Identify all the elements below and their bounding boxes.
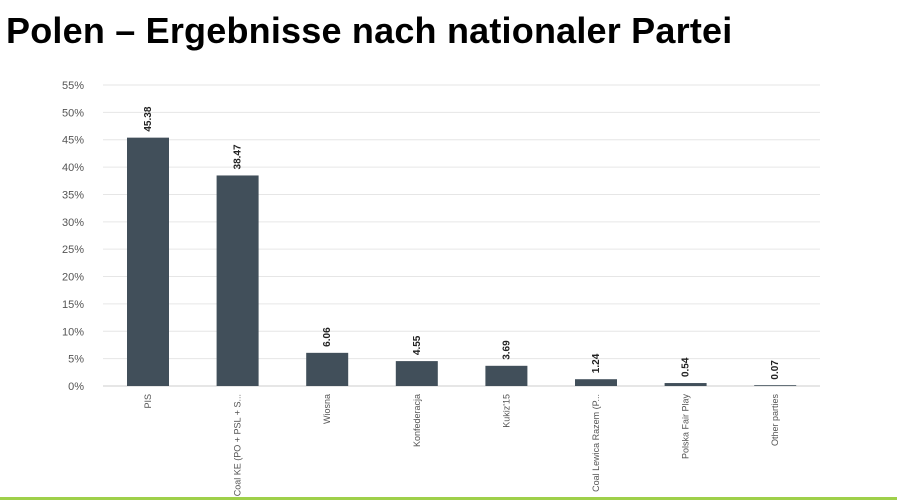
gridlines xyxy=(103,84,820,387)
y-tick-label: 20% xyxy=(62,272,84,284)
category-labels: PIS Coal KE (PO + PSL + S... Wiosna Konfede… xyxy=(143,394,780,497)
data-label: 3.69 xyxy=(501,340,512,360)
y-tick-label: 55% xyxy=(62,80,84,92)
bar xyxy=(395,361,438,386)
y-tick-label: 15% xyxy=(62,299,84,311)
bar xyxy=(127,137,169,386)
bar xyxy=(485,365,528,386)
y-axis-ticks: 0% 5% 10% 15% 20% 25% 30% 35% 40% 45% 50% 55% xyxy=(62,80,84,393)
data-labels: 45.38 38.47 6.06 4.55 3.69 1.24 0.54 0.07 xyxy=(143,106,781,379)
category-label: Coal Lewica Razem (P... xyxy=(591,394,601,492)
data-label: 4.55 xyxy=(412,335,423,355)
data-label: 38.47 xyxy=(233,144,244,169)
data-label: 0.07 xyxy=(770,360,781,380)
y-tick-label: 50% xyxy=(62,107,84,119)
category-label: Other parties xyxy=(770,394,780,447)
data-label: 6.06 xyxy=(322,327,333,347)
category-label: Konfederacja xyxy=(412,394,422,447)
bar xyxy=(306,352,349,386)
y-tick-label: 25% xyxy=(62,244,84,256)
data-label: 1.24 xyxy=(591,353,602,373)
data-label: 45.38 xyxy=(143,106,154,131)
y-tick-label: 30% xyxy=(62,217,84,229)
category-label: Wiosna xyxy=(322,394,332,424)
bar xyxy=(216,175,259,386)
category-label: Kukiz'15 xyxy=(501,394,511,428)
data-label: 0.54 xyxy=(681,357,692,377)
footer-accent-line xyxy=(0,497,897,500)
y-tick-label: 10% xyxy=(62,326,84,338)
bar xyxy=(664,383,707,386)
category-label: Coal KE (PO + PSL + S... xyxy=(233,394,243,496)
bar xyxy=(754,385,797,386)
y-tick-label: 40% xyxy=(62,162,84,174)
category-label: PIS xyxy=(143,394,153,409)
y-tick-label: 0% xyxy=(68,381,84,393)
y-tick-label: 45% xyxy=(62,135,84,147)
category-label: Polska Fair Play xyxy=(681,394,691,460)
slide-title: Polen – Ergebnisse nach nationaler Parte… xyxy=(6,10,733,51)
y-tick-label: 35% xyxy=(62,189,84,201)
bar xyxy=(575,379,617,386)
bars xyxy=(127,137,797,386)
y-tick-label: 5% xyxy=(68,354,84,366)
